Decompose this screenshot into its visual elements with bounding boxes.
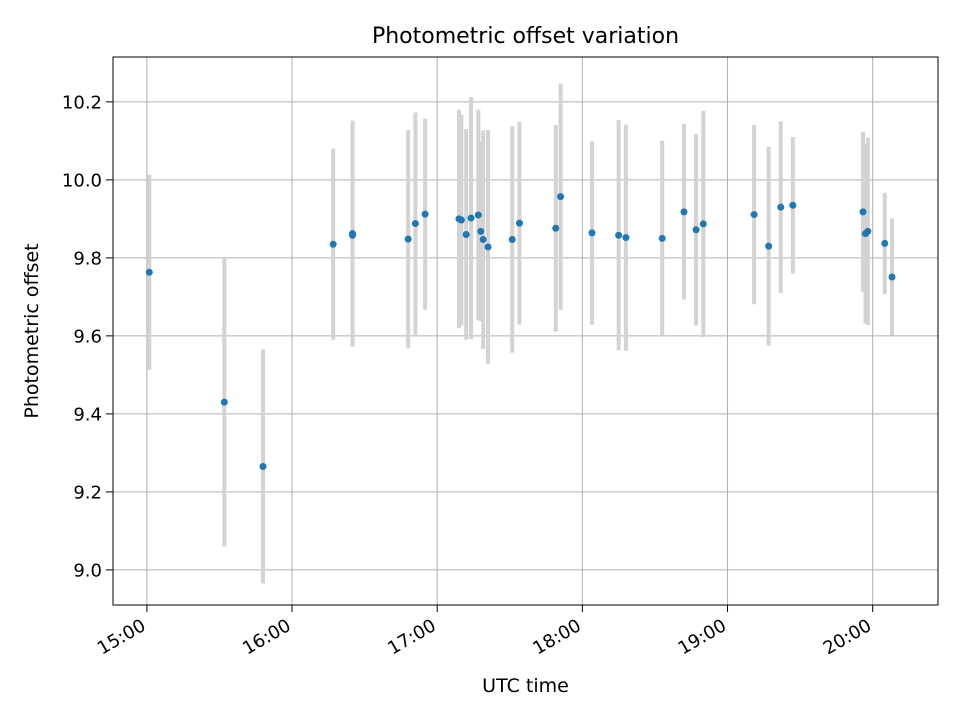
data-point — [552, 224, 560, 232]
data-point — [508, 236, 516, 244]
data-point — [484, 243, 492, 251]
data-point — [859, 208, 867, 216]
x-tick-label: 18:00 — [529, 615, 584, 659]
data-point — [692, 226, 700, 234]
data-point — [588, 229, 596, 237]
data-point — [404, 235, 412, 243]
data-point — [462, 230, 470, 238]
data-point — [479, 236, 487, 244]
data-point — [457, 216, 465, 224]
data-point — [557, 193, 565, 201]
data-point — [474, 211, 482, 219]
data-point — [888, 273, 896, 281]
y-tick-label: 9.6 — [73, 326, 102, 347]
data-point — [864, 227, 872, 235]
chart-title: Photometric offset variation — [372, 24, 679, 49]
data-point — [349, 230, 357, 238]
data-point — [750, 211, 758, 219]
y-axis-label: Photometric offset — [21, 243, 43, 418]
data-point — [777, 203, 785, 211]
data-point — [515, 219, 523, 227]
data-point — [145, 268, 153, 276]
data-point — [329, 240, 337, 248]
data-point — [765, 242, 773, 250]
data-point — [467, 214, 475, 222]
grid-layer — [113, 57, 938, 605]
x-tick-label: 19:00 — [675, 615, 730, 659]
data-point — [615, 231, 623, 239]
data-point — [881, 239, 889, 247]
x-tick-label: 16:00 — [239, 615, 294, 659]
data-point — [680, 208, 688, 216]
x-tick-label: 15:00 — [94, 615, 149, 659]
data-point — [658, 234, 666, 242]
data-point — [259, 463, 267, 471]
plot-frame — [112, 56, 939, 606]
data-point — [220, 398, 228, 406]
x-axis-label: UTC time — [482, 675, 569, 697]
data-point — [699, 220, 707, 228]
y-tick-label: 9.8 — [73, 248, 102, 269]
y-tick-label: 10.2 — [62, 92, 102, 113]
point-layer — [145, 193, 896, 471]
y-tick-label: 10.0 — [62, 170, 102, 191]
errorbar-layer — [147, 83, 895, 584]
x-tick-label: 17:00 — [384, 615, 439, 659]
y-tick-label: 9.4 — [73, 404, 102, 425]
data-point — [789, 201, 797, 209]
data-point — [477, 227, 485, 235]
x-tick-label: 20:00 — [820, 615, 875, 659]
data-point — [421, 210, 429, 218]
data-point — [411, 220, 419, 228]
data-point — [622, 234, 630, 242]
y-tick-label: 9.2 — [73, 482, 102, 503]
y-tick-label: 9.0 — [73, 560, 102, 581]
